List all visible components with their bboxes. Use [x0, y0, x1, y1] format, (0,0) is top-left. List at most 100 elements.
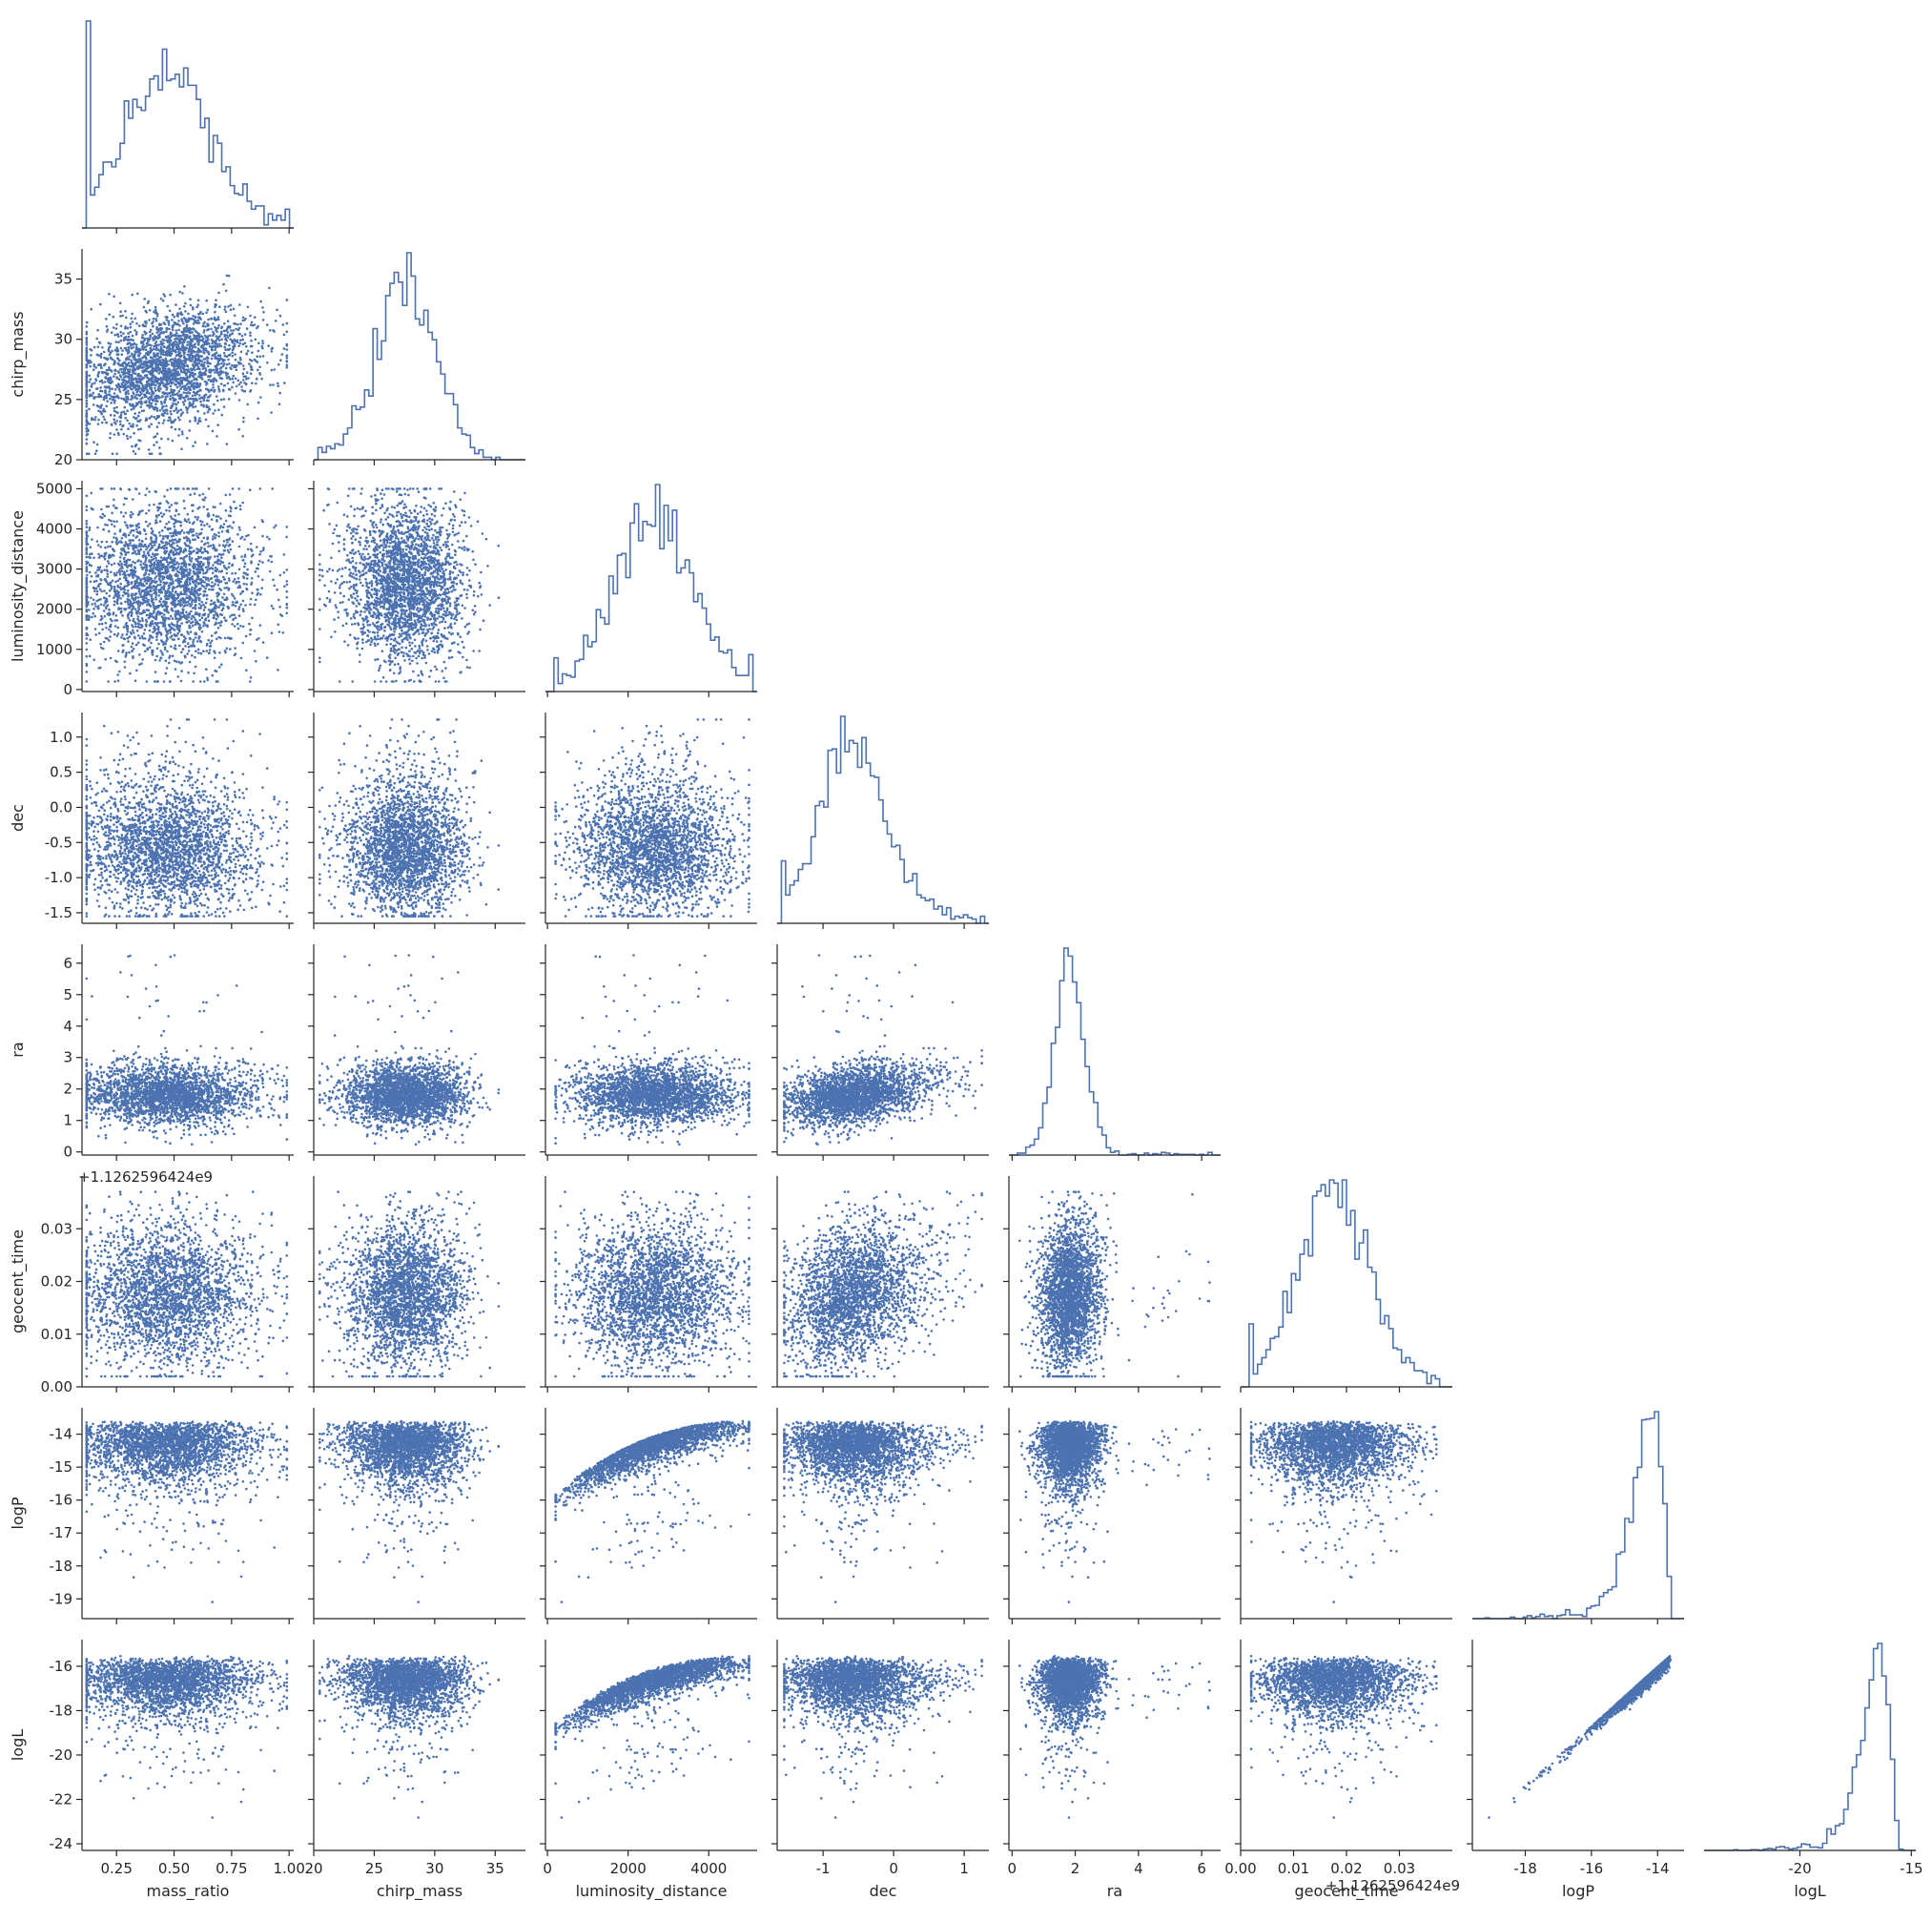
scatter-point: [207, 309, 210, 312]
scatter-point: [213, 403, 216, 406]
scatter-point: [256, 355, 258, 358]
scatter-point: [196, 423, 199, 425]
scatter-point: [176, 386, 179, 389]
scatter-point: [196, 304, 199, 307]
scatter-point: [214, 349, 216, 352]
scatter-point: [86, 321, 89, 324]
scatter-point: [203, 361, 206, 364]
scatter-point: [230, 329, 233, 332]
scatter-point: [86, 343, 89, 346]
scatter-point: [160, 298, 163, 300]
scatter-point: [120, 325, 123, 328]
scatter-point: [286, 331, 289, 334]
scatter-point: [179, 396, 182, 399]
scatter-point: [177, 320, 180, 322]
scatter-point: [244, 333, 247, 336]
scatter-point: [113, 396, 115, 399]
scatter-point: [186, 324, 189, 327]
scatter-point: [131, 313, 134, 316]
scatter-point: [286, 348, 289, 351]
scatter-point: [234, 315, 236, 318]
scatter-point: [162, 353, 165, 356]
scatter-point: [192, 315, 195, 318]
scatter-point: [115, 428, 118, 431]
scatter-point: [235, 359, 237, 361]
scatter-point: [198, 417, 201, 420]
scatter-point: [249, 334, 252, 337]
scatter-point: [113, 326, 115, 329]
scatter-point: [195, 405, 197, 408]
scatter-point: [205, 383, 208, 386]
scatter-point: [266, 323, 269, 326]
scatter-point: [167, 438, 170, 441]
scatter-point: [130, 436, 133, 439]
scatter-point: [115, 406, 118, 409]
scatter-point: [214, 409, 216, 412]
scatter-point: [262, 319, 265, 321]
scatter-point: [102, 416, 105, 419]
scatter-point: [172, 329, 175, 332]
scatter-point: [92, 441, 95, 444]
scatter-point: [193, 376, 195, 379]
scatter-point: [226, 443, 229, 445]
scatter-point: [129, 355, 132, 358]
scatter-point: [250, 368, 253, 371]
scatter-point: [181, 433, 184, 436]
scatter-point: [86, 409, 89, 412]
scatter-point: [118, 378, 121, 381]
scatter-point: [86, 443, 89, 445]
scatter-point: [237, 344, 240, 347]
scatter-point: [286, 299, 289, 301]
scatter-point: [247, 350, 250, 353]
scatter-point: [101, 382, 104, 384]
scatter-point: [231, 352, 234, 355]
histogram-mass_ratio: [82, 21, 294, 228]
scatter-point: [239, 382, 242, 384]
scatter-point: [277, 385, 279, 388]
scatter-point: [238, 333, 241, 336]
scatter-point: [173, 410, 175, 413]
scatter-point: [154, 389, 157, 392]
scatter-point: [229, 348, 232, 351]
scatter-point: [261, 306, 264, 309]
scatter-point: [174, 357, 176, 360]
scatter-point: [93, 346, 96, 349]
scatter-point: [177, 329, 180, 332]
scatter-point: [257, 402, 260, 404]
scatter-point: [106, 369, 109, 372]
scatter-point: [178, 291, 181, 294]
scatter-point: [236, 323, 239, 326]
scatter-point: [113, 402, 116, 404]
scatter-point: [121, 315, 124, 318]
scatter-point: [143, 298, 146, 300]
scatter-point: [251, 321, 254, 324]
scatter-point: [120, 347, 123, 350]
scatter-point: [135, 343, 138, 346]
scatter-point: [202, 405, 205, 408]
scatter-point: [225, 311, 228, 314]
scatter-point: [154, 435, 157, 438]
scatter-point: [176, 392, 179, 395]
scatter-point: [286, 366, 289, 369]
scatter-point: [234, 353, 236, 356]
scatter-point: [223, 346, 226, 349]
scatter-point: [247, 377, 250, 380]
scatter-point: [94, 378, 97, 381]
scatter-point: [165, 388, 168, 391]
scatter-point: [223, 398, 226, 401]
scatter-point: [166, 412, 169, 415]
scatter-point: [205, 406, 208, 409]
scatter-point: [137, 447, 140, 450]
scatter-point: [149, 309, 152, 312]
scatter-point: [96, 329, 99, 332]
scatter-point: [231, 332, 234, 335]
scatter-point: [251, 351, 254, 354]
scatter-point: [172, 378, 175, 381]
scatter-point: [119, 310, 122, 313]
scatter-point: [187, 313, 190, 316]
scatter-point: [106, 422, 109, 424]
scatter-point: [196, 410, 199, 413]
scatter-point: [115, 341, 118, 343]
scatter-point: [275, 320, 277, 322]
scatter-point: [90, 378, 92, 381]
